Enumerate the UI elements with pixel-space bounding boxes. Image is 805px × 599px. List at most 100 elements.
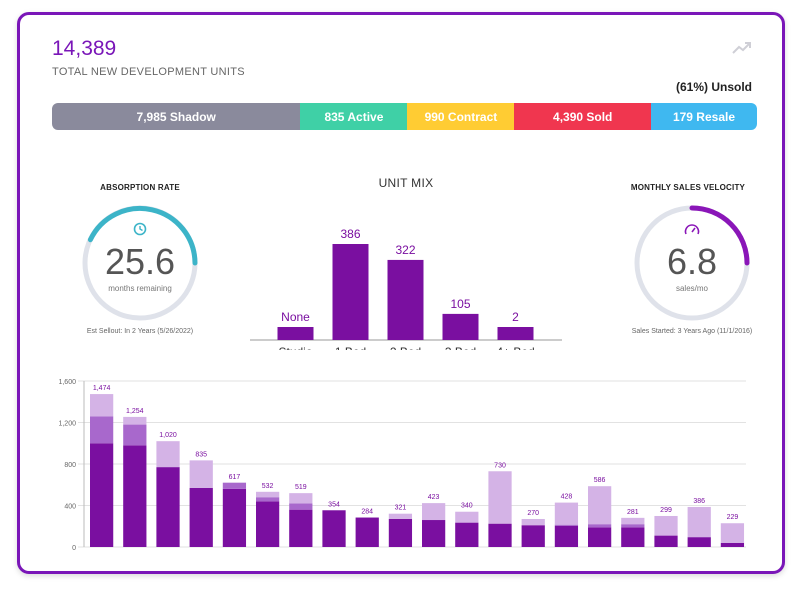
stacked-bar-segment (720, 523, 745, 543)
status-segment-resale[interactable]: 179 Resale (650, 103, 757, 130)
bar-total-label: 354 (328, 501, 340, 508)
bar-total-label: 428 (561, 494, 573, 501)
stacked-bar-segment (388, 518, 413, 547)
stacked-bar-segment (123, 424, 147, 446)
status-segment-shadow[interactable]: 7,985 Shadow (52, 103, 301, 130)
total-units-value: 14,389 (52, 37, 117, 60)
bar-total-label: 270 (527, 510, 539, 517)
stacked-bar-segment (488, 523, 512, 547)
stacked-bar-segment (222, 488, 247, 547)
stacked-bar-segment (720, 542, 745, 547)
clock-icon (133, 222, 147, 236)
stacked-bar-segment (256, 491, 280, 498)
stacked-bar-segment (554, 502, 579, 525)
stacked-bar-segment (588, 524, 612, 528)
bar-total-label: 586 (594, 477, 606, 484)
stacked-bar-segment (521, 525, 545, 547)
bar-total-label: 299 (660, 507, 672, 514)
stacked-bar-segment (488, 471, 512, 524)
stacked-bar-segment (123, 416, 147, 425)
velocity-footer: Sales Started: 3 Years Ago (11/1/2016) (631, 328, 753, 335)
stacked-bar-segment (554, 525, 579, 547)
bar-total-label: 730 (494, 462, 506, 469)
velocity-title: MONTHLY SALES VELOCITY (630, 183, 746, 192)
bar-total-label: 340 (461, 503, 473, 510)
bar-total-label: 423 (428, 494, 440, 501)
absorption-footer: Est Sellout: In 2 Years (5/26/2022) (86, 328, 194, 335)
trending-up-icon[interactable] (732, 41, 752, 55)
unit-mix-category-label: 1 Bed (335, 345, 366, 350)
unit-mix-value-label: 386 (340, 227, 360, 241)
stacked-bar-segment (90, 394, 114, 417)
bar-total-label: 1,474 (93, 385, 111, 392)
stacked-bar-segment (322, 510, 346, 547)
speedometer-icon (684, 224, 700, 235)
stacked-bar-segment (687, 537, 711, 547)
stacked-bar-segment (654, 515, 678, 536)
stacked-bar-segment (256, 497, 280, 502)
stacked-bar-segment (156, 467, 180, 547)
stacked-bar-segment (455, 511, 479, 523)
unit-mix-value-label: 105 (450, 297, 470, 311)
stacked-bar-segment (90, 416, 114, 444)
stacked-bar-segment (355, 517, 379, 547)
y-tick-label: 800 (64, 462, 76, 469)
absorption-gauge (82, 205, 198, 321)
unit-mix-value-label: 2 (512, 310, 519, 324)
unit-mix-bar (277, 327, 314, 340)
y-tick-label: 1,200 (58, 421, 76, 428)
bar-total-label: 617 (229, 474, 241, 481)
stacked-bar-segment (687, 506, 711, 538)
unit-mix-chart: None Studio 386 1 Bed 322 2 Bed 105 3 Bed 2 4+ Be… (250, 227, 562, 350)
dashboard-card: 14,389 TOTAL NEW DEVELOPMENT UNITS (61%)… (17, 12, 785, 574)
unit-mix-value-label: None (281, 310, 310, 324)
stacked-bar-segment (422, 503, 446, 521)
stacked-bar-segment (521, 518, 545, 526)
inventory-status-bar: 7,985 Shadow 835 Active 990 Contract 4,390 … (52, 103, 757, 130)
stacked-bar-segment (455, 522, 479, 547)
bar-total-label: 519 (295, 484, 307, 491)
stacked-bar-segment (588, 486, 612, 525)
y-tick-label: 0 (72, 545, 76, 552)
velocity-value: 6.8 (666, 241, 718, 282)
stacked-bar-segment (422, 520, 446, 547)
status-segment-contract[interactable]: 990 Contract (407, 103, 515, 130)
y-tick-label: 400 (64, 504, 76, 511)
absorption-unit: months remaining (108, 284, 172, 293)
stacked-bar-segment (621, 524, 645, 528)
bar-total-label: 1,254 (126, 408, 144, 415)
stacked-bar-segment (621, 517, 645, 525)
stacked-bar-segment (289, 503, 313, 510)
stacked-bar-segment (654, 535, 678, 547)
absorption-title: ABSORPTION RATE (100, 183, 180, 192)
bar-total-label: 281 (627, 509, 639, 516)
unit-mix-bar (332, 244, 369, 340)
stacked-bar-segment (621, 527, 645, 547)
stacked-bar-segment (189, 460, 213, 488)
stacked-bar-segment (289, 509, 313, 547)
bar-total-label: 386 (693, 498, 705, 505)
status-segment-sold[interactable]: 4,390 Sold (514, 103, 651, 130)
unit-mix-category-label: 3 Bed (445, 345, 476, 350)
bar-total-label: 321 (395, 505, 407, 512)
stacked-bar-segment (156, 441, 180, 468)
unit-mix-category-label: 2 Bed (390, 345, 421, 350)
bar-total-label: 229 (727, 514, 739, 521)
stacked-bar-segment (289, 493, 313, 504)
bar-total-label: 532 (262, 483, 274, 490)
unit-mix-category-label: 4+ Bed (496, 345, 534, 350)
bar-total-label: 1,020 (159, 432, 177, 439)
bar-total-label: 284 (361, 509, 373, 516)
stacked-bar-segment (189, 487, 213, 547)
absorption-value: 25.6 (104, 241, 176, 282)
unit-mix-bar (497, 327, 534, 340)
unit-mix-title: UNIT MIX (378, 176, 434, 190)
stacked-bar-segment (256, 501, 280, 547)
velocity-gauge (634, 205, 750, 321)
status-segment-active[interactable]: 835 Active (300, 103, 408, 130)
unit-mix-value-label: 322 (395, 243, 415, 257)
y-tick-label: 1,600 (58, 379, 76, 386)
unit-mix-category-label: Studio (278, 345, 312, 350)
velocity-unit: sales/mo (675, 284, 708, 293)
total-units-label: TOTAL NEW DEVELOPMENT UNITS (52, 66, 245, 78)
